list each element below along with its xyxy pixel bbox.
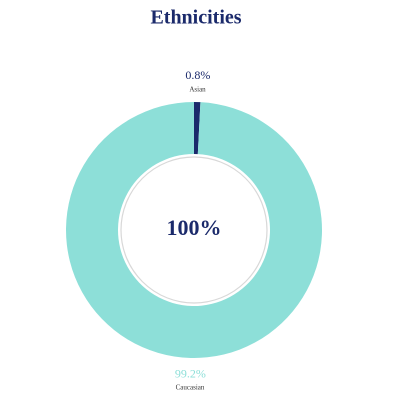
category-label: Caucasian bbox=[176, 384, 205, 392]
value-label: 0.8% bbox=[185, 68, 210, 82]
inner-ring bbox=[120, 156, 268, 304]
category-label: Asian bbox=[189, 86, 206, 94]
chart-title: Ethnicities bbox=[150, 7, 241, 29]
center-label: 100% bbox=[167, 215, 222, 240]
value-label: 99.2% bbox=[175, 367, 206, 381]
donut-segment bbox=[66, 102, 323, 358]
donut-segment bbox=[194, 102, 201, 155]
